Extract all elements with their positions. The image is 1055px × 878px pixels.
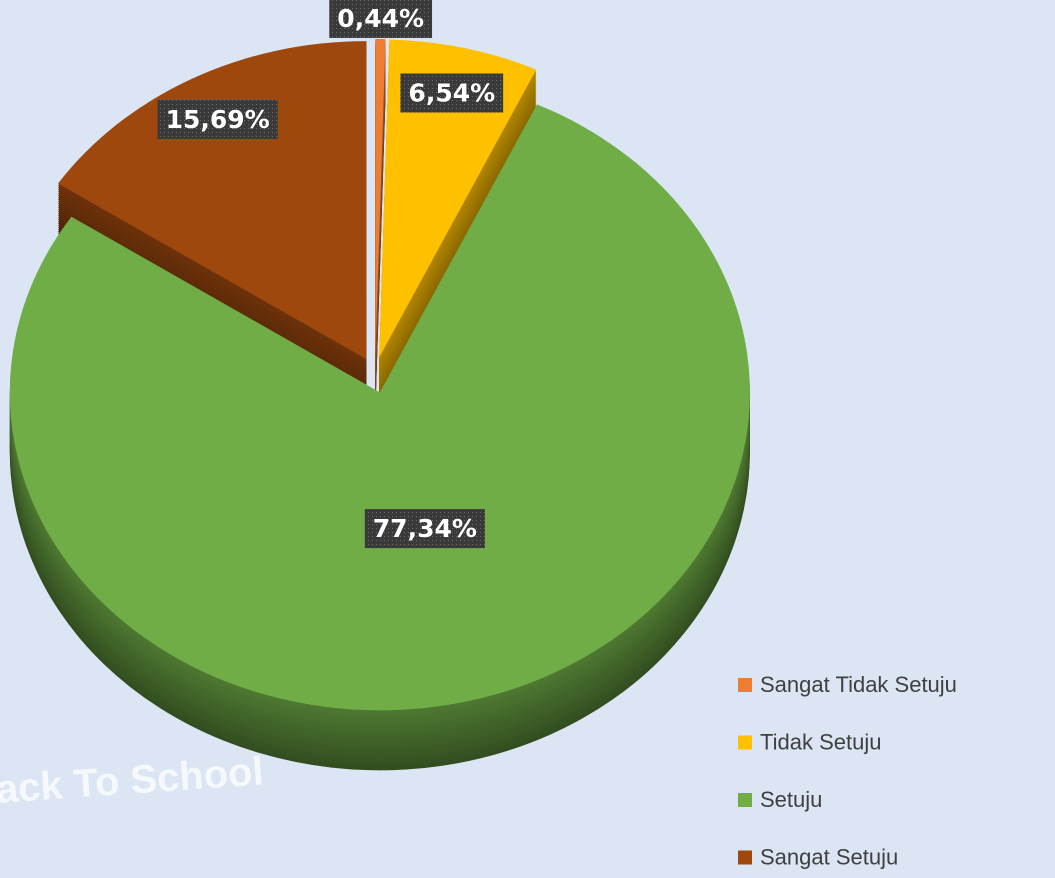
pie-tops [9,39,750,711]
slice [379,39,537,358]
data-label: 15,69% [157,100,278,140]
data-label-text: 6,54% [408,78,495,107]
slice [375,39,386,358]
data-label: 0,44% [329,0,433,38]
data-label-box [364,509,485,549]
data-label-box [329,0,433,38]
legend-swatch [738,735,752,750]
data-label-text: 15,69% [166,105,270,134]
data-label-box [157,100,278,140]
data-label-text: 0,44% [337,4,424,33]
slice [58,41,367,360]
legend: Sangat Tidak Setuju Tidak Setuju Setuju San… [738,672,957,869]
data-label: 77,34% [364,509,485,549]
legend-label: Sangat Tidak Setuju [760,672,957,697]
legend-label: Tidak Setuju [760,729,881,754]
legend-swatch [738,793,752,807]
data-labels: 0,44% 6,54% 77,34% 15,69% [157,0,504,549]
watermark: Back To School [0,749,265,814]
legend-swatch [738,678,752,692]
legend-label: Setuju [760,787,822,812]
legend-swatch [738,850,752,865]
data-label: 6,54% [400,73,504,113]
legend-label: Sangat Setuju [760,844,898,869]
data-label-box [400,73,504,113]
slice [9,104,750,711]
data-label-text: 77,34% [373,514,477,543]
